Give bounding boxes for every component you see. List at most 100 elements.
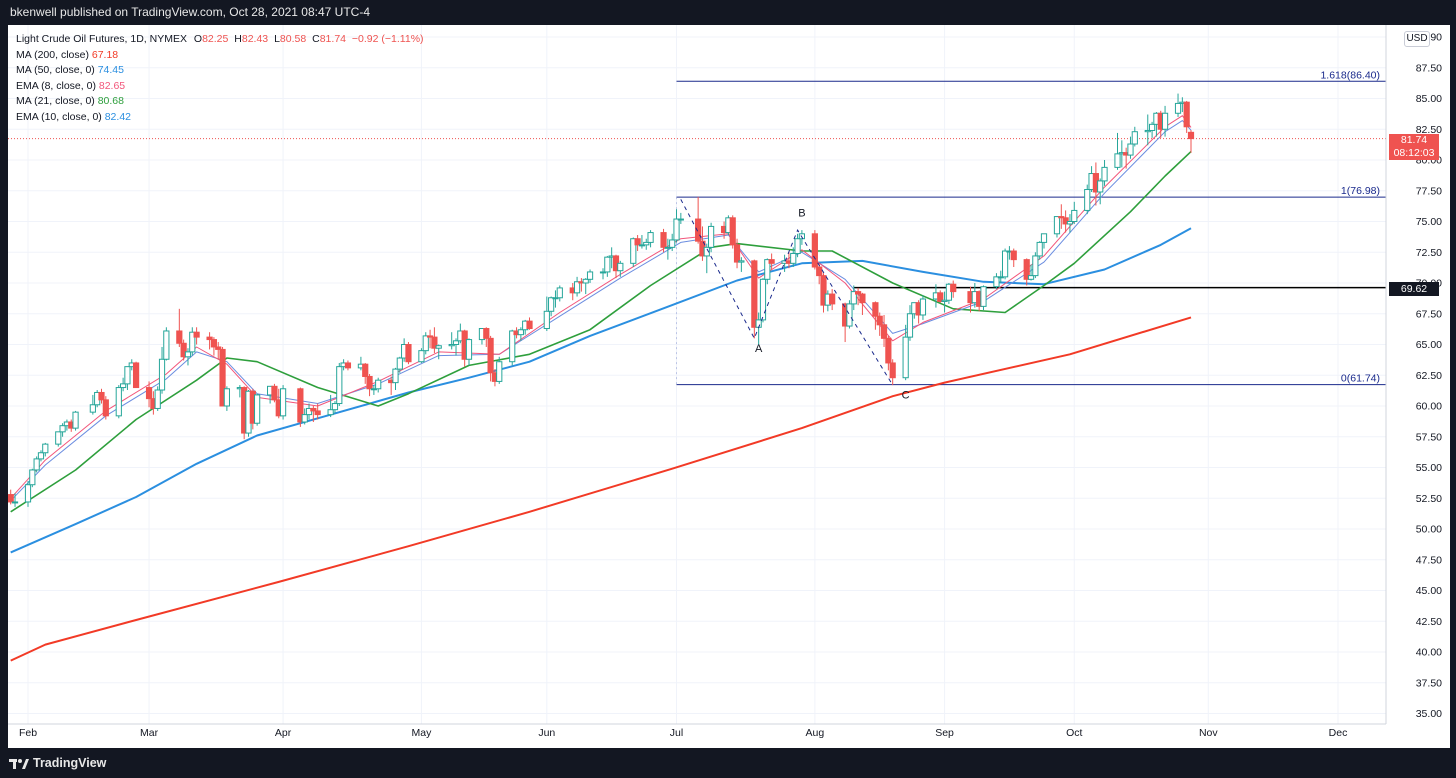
y-tick-label: 52.50	[1416, 493, 1442, 505]
candle-body	[1010, 250, 1017, 261]
y-tick-label: 60.00	[1416, 401, 1442, 413]
y-tick-label: 42.50	[1416, 616, 1442, 628]
candle	[154, 386, 161, 411]
candle-body	[738, 260, 745, 263]
candle	[215, 342, 222, 360]
candle-body	[885, 337, 892, 364]
currency-button[interactable]: USD	[1404, 31, 1430, 47]
candle	[132, 361, 140, 389]
candle	[509, 329, 516, 366]
legend-ma50[interactable]: MA (50, close, 0) 74.45	[16, 63, 424, 79]
candle-body	[794, 238, 801, 254]
candle-body	[435, 345, 442, 349]
candle	[941, 291, 948, 313]
candle	[279, 385, 287, 420]
candle	[301, 408, 308, 425]
candle-body	[163, 330, 170, 360]
candle	[42, 442, 49, 457]
ma200-value: 67.18	[91, 48, 119, 61]
candle	[854, 287, 862, 306]
y-tick-label: 55.00	[1416, 462, 1442, 474]
candle-body	[210, 339, 218, 348]
last-price-label: 81.74 08:12:03	[1389, 134, 1439, 160]
x-tick-label: Sep	[935, 727, 954, 739]
candle-body	[219, 348, 226, 407]
ma200-label: MA (200, close)	[16, 48, 89, 61]
change-value: −0.92 (−1.11%)	[351, 33, 424, 45]
legend-ma21[interactable]: MA (21, close, 0) 80.68	[16, 94, 424, 110]
ema8-label: EMA (8, close, 0)	[16, 79, 96, 92]
candle	[543, 296, 550, 331]
candle-body	[993, 276, 1000, 288]
legend-ma200[interactable]: MA (200, close) 67.18	[16, 48, 424, 64]
candle	[902, 324, 909, 381]
candle-body	[1032, 255, 1039, 277]
candle	[677, 212, 684, 224]
candle-body	[1131, 131, 1138, 145]
candle	[1027, 264, 1035, 281]
ema8-value: 82.65	[98, 79, 126, 92]
candle-body	[669, 239, 676, 248]
candle	[483, 327, 490, 347]
price-chart[interactable]: 1.618(86.40) 1(76.98) 0(61.74) A B C 35.00 37…	[7, 25, 1450, 748]
candle	[980, 285, 987, 311]
ma200-line	[10, 316, 1192, 662]
candle	[426, 329, 434, 349]
candle-body	[919, 298, 927, 316]
candle	[880, 314, 888, 347]
ma21-label: MA (21, close, 0)	[16, 95, 95, 108]
candle-body	[98, 391, 105, 401]
y-tick-label: 72.50	[1416, 247, 1442, 259]
candle-body	[483, 328, 490, 339]
candle-body	[89, 404, 96, 413]
candle-body	[759, 278, 767, 321]
wave-label: B	[798, 208, 805, 220]
candle	[846, 300, 853, 329]
candle	[1161, 105, 1169, 137]
candle-body	[1027, 275, 1035, 280]
x-tick-label: Nov	[1199, 727, 1218, 739]
candle	[465, 338, 473, 366]
candle-body	[703, 246, 710, 257]
y-tick-label: 40.00	[1416, 647, 1442, 659]
candle-body	[120, 383, 127, 389]
candle	[29, 468, 36, 488]
candle	[396, 356, 403, 373]
candle-body	[695, 218, 702, 242]
chart-area[interactable]: 1.618(86.40) 1(76.98) 0(61.74) A B C 35.00 37…	[7, 25, 1450, 748]
candle	[102, 396, 109, 420]
candle	[487, 335, 494, 382]
legend-symbol: Light Crude Oil Futures, 1D, NYMEX O82.2…	[16, 32, 424, 48]
y-tick-label: 37.50	[1416, 677, 1442, 689]
candle	[816, 263, 823, 285]
candle	[33, 456, 40, 473]
candle	[219, 346, 226, 407]
x-tick-label: Dec	[1329, 727, 1348, 739]
legend-ema10[interactable]: EMA (10, close, 0) 82.42	[16, 110, 424, 126]
candle-body	[768, 259, 775, 264]
candle-body	[811, 233, 818, 268]
candle-body	[573, 281, 581, 294]
candle	[573, 276, 581, 297]
candle-body	[37, 452, 45, 460]
x-tick-label: Jul	[670, 727, 683, 739]
candle-body	[889, 362, 896, 379]
candle-body	[158, 358, 166, 391]
candle	[366, 374, 373, 397]
candle-body	[876, 315, 883, 326]
candle-body	[24, 484, 32, 503]
candle-body	[431, 336, 438, 349]
candle	[820, 273, 827, 313]
candle	[189, 327, 196, 356]
last-price: 81.74	[1400, 134, 1428, 146]
legend-ema8[interactable]: EMA (8, close, 0) 82.65	[16, 79, 424, 95]
high-label: H	[234, 33, 242, 45]
candle	[993, 273, 1000, 290]
candle	[664, 238, 671, 260]
candle	[811, 230, 818, 270]
candle-body	[829, 293, 836, 305]
candle	[643, 238, 650, 250]
y-tick-label: 75.00	[1416, 216, 1442, 228]
candle	[496, 356, 503, 384]
low-value: 80.58	[279, 33, 307, 45]
